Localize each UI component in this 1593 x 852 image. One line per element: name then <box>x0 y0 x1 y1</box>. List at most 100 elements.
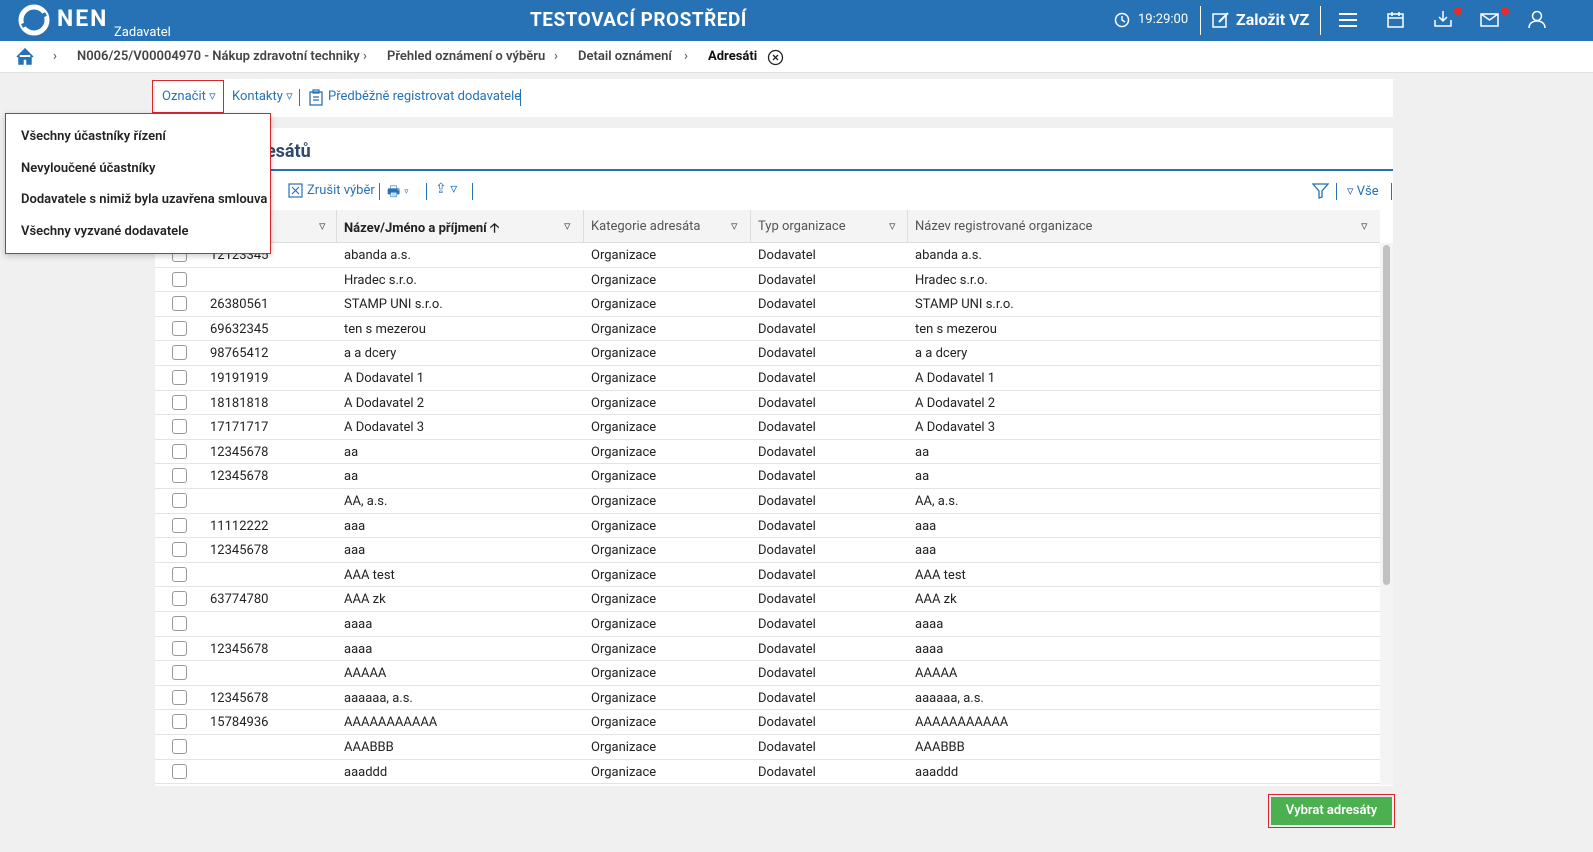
filter-arrow[interactable]: ▿ <box>564 219 571 234</box>
table-row[interactable]: Hradec s.r.o. Organizace Dodavatel Hradec s… <box>155 267 1380 293</box>
cell-org-type: Dodavatel <box>758 690 816 706</box>
table-row[interactable]: 12345678 aa Organizace Dodavatel aa <box>155 439 1380 465</box>
checkbox[interactable] <box>172 419 187 435</box>
cancel-selection[interactable]: Zrušit výběr <box>307 183 375 198</box>
checkbox[interactable] <box>172 271 187 287</box>
breadcrumb-item[interactable]: Detail oznámení <box>578 49 672 64</box>
label: Vše <box>1356 184 1379 199</box>
table-row[interactable]: aaaddd Organizace Dodavatel aaaddd <box>155 759 1380 785</box>
cell-name: A Dodavatel 1 <box>344 371 425 386</box>
checkbox[interactable] <box>172 394 187 410</box>
cell-id: 18181818 <box>210 395 269 411</box>
table-row[interactable]: 63774780 AAA zk Organizace Dodavatel AAA zk <box>155 587 1380 612</box>
chevron: › <box>53 49 57 64</box>
cell-id: 69632345 <box>210 321 269 337</box>
table-row[interactable]: 12345678 aaaa Organizace Dodavatel aaaa <box>155 636 1380 662</box>
table-row[interactable]: 11112222 aaa Organizace Dodavatel aaa <box>155 513 1380 539</box>
table-row[interactable]: 12345678 aaaaaa, a.s. Organizace Dodavatel a… <box>155 685 1380 711</box>
contacts-button[interactable]: Kontakty ▿ <box>232 89 293 104</box>
cell-name: aaaaaa, a.s. <box>344 690 413 706</box>
cell-id: 12345678 <box>210 444 269 460</box>
cell-registered-name: aaa <box>915 518 937 534</box>
checkbox[interactable] <box>172 443 187 459</box>
checkbox[interactable] <box>172 714 187 730</box>
view-select[interactable]: ▿ Vše <box>1347 184 1379 199</box>
menu-item[interactable]: Nevyloučené účastníky <box>21 161 156 176</box>
table-row[interactable]: 69632345 ten s mezerou Organizace Dodavatel… <box>155 316 1380 342</box>
table-row[interactable]: aaaa Organizace Dodavatel aaaa <box>155 612 1380 637</box>
export-button[interactable]: ⇪ ▿ <box>435 181 458 197</box>
checkbox[interactable] <box>172 640 187 656</box>
checkbox[interactable] <box>172 665 187 681</box>
edit-icon[interactable] <box>1212 11 1230 29</box>
scrollbar-thumb[interactable] <box>1383 245 1390 585</box>
table-row[interactable]: AAA test Organizace Dodavatel AAA test <box>155 562 1380 588</box>
checkbox[interactable] <box>172 320 187 336</box>
user-icon[interactable] <box>1528 10 1546 29</box>
select-button[interactable]: Vybrat adresáty <box>1271 797 1392 825</box>
create-button[interactable]: Založit VZ <box>1236 10 1310 29</box>
filter-arrow[interactable]: ▿ <box>889 219 896 234</box>
table-row[interactable]: 26380561 STAMP UNI s.r.o. Organizace Dodava… <box>155 292 1380 317</box>
checkbox[interactable] <box>172 345 187 361</box>
scrollbar[interactable] <box>1380 243 1393 785</box>
checkbox[interactable] <box>172 616 187 631</box>
checkbox[interactable] <box>172 689 187 705</box>
print-button[interactable]: 🖶 ▿ <box>387 184 409 200</box>
menu-item[interactable]: Všechny účastníky řízení <box>21 129 166 144</box>
menu-item[interactable]: Dodavatele s nimiž byla uzavřena smlouva <box>21 192 268 207</box>
cell-org-type: Dodavatel <box>758 617 816 632</box>
table-row[interactable]: 98765412 a a dcery Organizace Dodavatel a a … <box>155 341 1380 366</box>
home-icon[interactable] <box>16 48 34 65</box>
cell-org-type: Dodavatel <box>758 518 816 534</box>
table-row[interactable]: AA, a.s. Organizace Dodavatel AA, a.s. <box>155 489 1380 514</box>
mark-button[interactable]: Označit ▿ <box>162 89 216 104</box>
checkbox[interactable] <box>172 566 187 582</box>
separator <box>1320 6 1321 35</box>
menu-item[interactable]: Všechny vyzvané dodavatele <box>21 224 189 239</box>
table-row[interactable]: AAAAA Organizace Dodavatel AAAAA <box>155 661 1380 686</box>
download-icon[interactable] <box>1433 7 1463 29</box>
cell-org-type: Dodavatel <box>758 346 816 362</box>
table-row[interactable]: 15784936 AAAAAAAAAAA Organizace Dodavatel AA… <box>155 710 1380 735</box>
mail-icon[interactable] <box>1480 7 1510 29</box>
separator <box>426 183 427 200</box>
checkbox[interactable] <box>172 591 187 607</box>
table-row[interactable]: 19191919 A Dodavatel 1 Organizace Dodavatel… <box>155 366 1380 391</box>
checkbox[interactable] <box>172 517 187 533</box>
column-header[interactable]: Typ organizace <box>758 219 846 234</box>
menu-icon[interactable] <box>1339 12 1357 28</box>
filter-arrow[interactable]: ▿ <box>1361 219 1368 234</box>
column-header[interactable]: Název/Jméno a příjmení 🡡 <box>344 221 500 236</box>
column-header[interactable]: Název registrované organizace <box>915 219 1093 234</box>
breadcrumb-item[interactable]: Přehled oznámení o výběru <box>387 49 546 64</box>
checkbox[interactable] <box>172 493 187 508</box>
table-row[interactable]: 12123345 abanda a.s. Organizace Dodavatel ab… <box>155 243 1380 268</box>
filter-arrow[interactable]: ▿ <box>319 219 326 234</box>
table-row[interactable]: 17171717 A Dodavatel 3 Organizace Dodavatel… <box>155 415 1380 440</box>
table-row[interactable]: 12345678 aa Organizace Dodavatel aa <box>155 464 1380 489</box>
calendar-icon[interactable] <box>1387 11 1404 28</box>
checkbox[interactable] <box>172 542 187 558</box>
preregister-button[interactable]: Předběžně registrovat dodavatele <box>328 89 522 104</box>
table-row[interactable]: 18181818 A Dodavatel 2 Organizace Dodavatel… <box>155 390 1380 416</box>
checkbox[interactable] <box>172 296 187 312</box>
close-icon[interactable] <box>767 49 784 66</box>
table-row[interactable]: AAABBB Organizace Dodavatel AAABBB <box>155 735 1380 760</box>
checkbox[interactable] <box>172 763 187 779</box>
cell-name: A Dodavatel 3 <box>344 420 425 436</box>
table-row[interactable]: 12345678 aaa Organizace Dodavatel aaa <box>155 538 1380 563</box>
breadcrumb-item[interactable]: N006/25/V00004970 - Nákup zdravotní tech… <box>77 49 360 64</box>
filter-icon[interactable] <box>1312 183 1329 199</box>
column-header[interactable]: Kategorie adresáta <box>591 219 701 234</box>
cell-name: aa <box>344 444 359 460</box>
cell-org-type: Dodavatel <box>758 469 816 485</box>
filter-arrow[interactable]: ▿ <box>731 219 738 234</box>
checkbox[interactable] <box>172 468 187 484</box>
checkbox[interactable] <box>172 739 187 754</box>
cell-registered-name: AAAAA <box>915 666 958 682</box>
cell-category: Organizace <box>591 469 657 485</box>
cancel-icon <box>288 183 303 198</box>
checkbox[interactable] <box>172 370 187 385</box>
cell-registered-name: AA, a.s. <box>915 494 959 509</box>
